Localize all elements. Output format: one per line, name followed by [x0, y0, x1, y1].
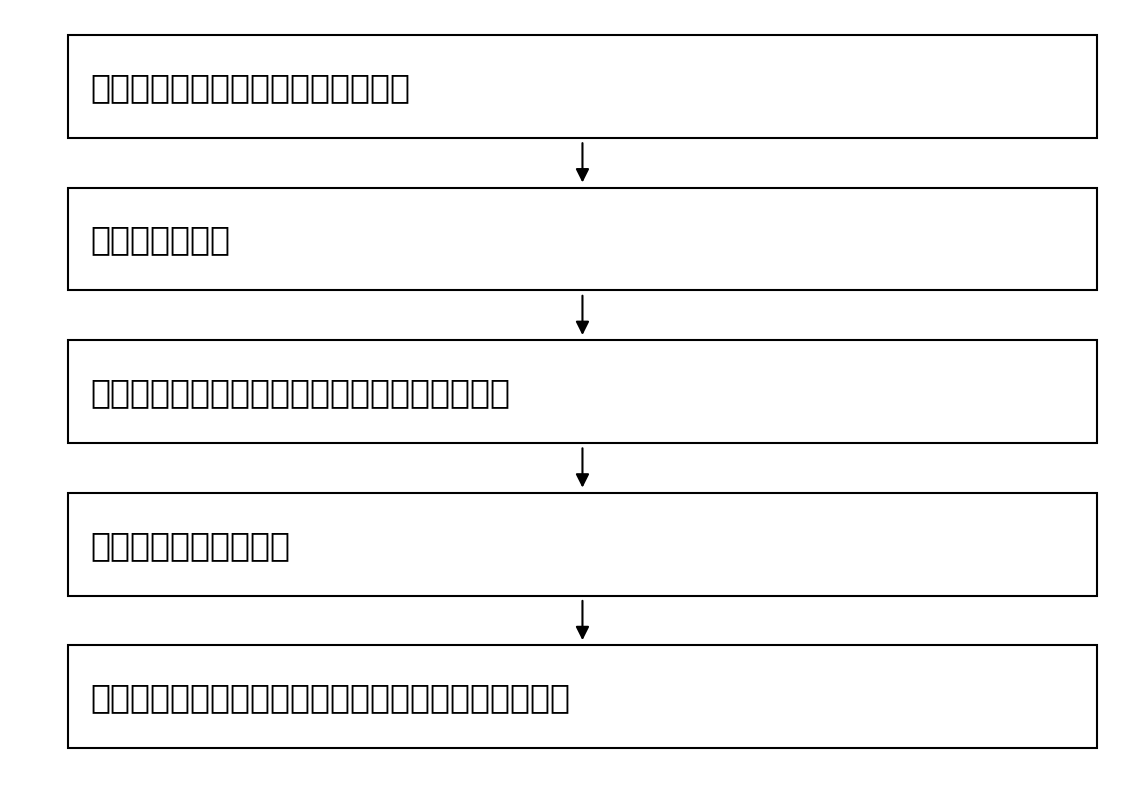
FancyBboxPatch shape: [68, 36, 1097, 139]
Text: 根据排氢阀的开启时间满足排氢时间，控制排氢阀关闭: 根据排氢阀的开启时间满足排氢时间，控制排氢阀关闭: [90, 680, 570, 714]
Text: 计算氢气消耗量: 计算氢气消耗量: [90, 223, 231, 257]
Text: 根据氢气消耗量满足预设消耗量，计算排氢时间: 根据氢气消耗量满足预设消耗量，计算排氢时间: [90, 375, 510, 409]
FancyBboxPatch shape: [68, 493, 1097, 596]
FancyBboxPatch shape: [68, 188, 1097, 291]
Text: 控制排氢阀开启并计时: 控制排氢阀开启并计时: [90, 528, 291, 561]
FancyBboxPatch shape: [68, 646, 1097, 748]
Text: 控制燃料电池启动并进行检测初始化: 控制燃料电池启动并进行检测初始化: [90, 71, 411, 104]
FancyBboxPatch shape: [68, 341, 1097, 444]
